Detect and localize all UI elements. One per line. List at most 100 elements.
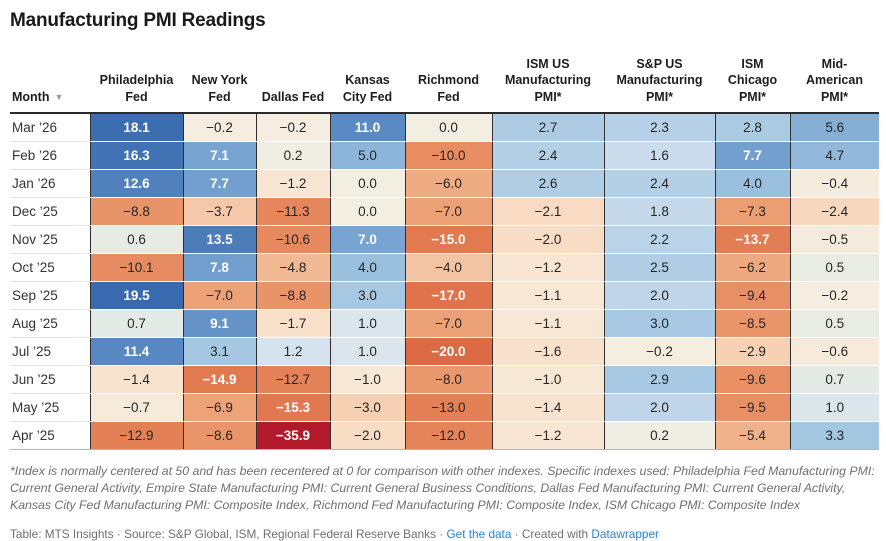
heatmap-cell: 11.4 bbox=[89, 337, 183, 366]
heatmap-cell: −2.0 bbox=[491, 225, 604, 254]
table-row: Dec ’25 −8.8 −3.7 −11.3 0.0 −7.0 −2.1 1.8 −7.3 −2… bbox=[10, 197, 879, 226]
get-the-data-link[interactable]: Get the data bbox=[446, 526, 512, 541]
heatmap-cell: −35.9 bbox=[255, 421, 330, 450]
heatmap-cell: −3.0 bbox=[329, 393, 405, 422]
column-header-month[interactable]: Month ▼ bbox=[10, 42, 90, 113]
heatmap-cell: 2.7 bbox=[491, 112, 604, 142]
heatmap-cell: −1.6 bbox=[491, 337, 604, 366]
heatmap-cell: 7.8 bbox=[182, 253, 256, 282]
heatmap-cell: 1.8 bbox=[603, 197, 715, 226]
heatmap-cell: −7.0 bbox=[182, 281, 256, 310]
month-header-label: Month bbox=[12, 89, 50, 104]
heatmap-cell: −0.4 bbox=[789, 169, 879, 198]
heatmap-cell: −0.6 bbox=[789, 337, 879, 366]
row-label: Jan ’26 bbox=[10, 169, 90, 198]
column-header[interactable]: Philadelphia Fed bbox=[99, 73, 174, 104]
heatmap-cell: −5.4 bbox=[714, 421, 790, 450]
heatmap-cell: 2.5 bbox=[603, 253, 715, 282]
table-row: Oct ’25 −10.1 7.8 −4.8 4.0 −4.0 −1.2 2.5 −6.2 0.5 bbox=[10, 253, 879, 282]
heatmap-cell: 3.0 bbox=[603, 309, 715, 338]
footnote: *Index is normally centered at 50 and ha… bbox=[10, 463, 875, 513]
table-row: May ’25 −0.7 −6.9 −15.3 −3.0 −13.0 −1.4 2.0 −9.5… bbox=[10, 393, 879, 422]
heatmap-cell: −4.8 bbox=[255, 253, 330, 282]
heatmap-cell: −8.8 bbox=[255, 281, 330, 310]
pmi-heatmap-table: Month ▼ Philadelphia Fed New York Fed Dallas… bbox=[10, 42, 879, 450]
heatmap-cell: 16.3 bbox=[89, 141, 183, 170]
heatmap-cell: 2.6 bbox=[491, 169, 604, 198]
heatmap-cell: 1.0 bbox=[329, 309, 405, 338]
heatmap-cell: −0.2 bbox=[603, 337, 715, 366]
row-label: May ’25 bbox=[10, 393, 90, 422]
heatmap-cell: 3.3 bbox=[789, 421, 879, 450]
heatmap-cell: 1.2 bbox=[255, 337, 330, 366]
page-title: Manufacturing PMI Readings bbox=[10, 10, 266, 31]
heatmap-cell: −10.1 bbox=[89, 253, 183, 282]
heatmap-cell: 18.1 bbox=[89, 112, 183, 142]
heatmap-cell: 2.4 bbox=[603, 169, 715, 198]
row-label: Apr ’25 bbox=[10, 421, 90, 450]
heatmap-cell: 2.3 bbox=[603, 112, 715, 142]
heatmap-cell: 12.6 bbox=[89, 169, 183, 198]
heatmap-cell: 3.1 bbox=[182, 337, 256, 366]
heatmap-cell: −7.0 bbox=[404, 309, 492, 338]
table-row: Jul ’25 11.4 3.1 1.2 1.0 −20.0 −1.6 −0.2 −2.9 −0.… bbox=[10, 337, 879, 366]
datawrapper-link[interactable]: Datawrapper bbox=[591, 526, 659, 541]
row-label: Nov ’25 bbox=[10, 225, 90, 254]
column-header[interactable]: New York Fed bbox=[191, 73, 248, 104]
heatmap-cell: 11.0 bbox=[329, 112, 405, 142]
heatmap-cell: 2.2 bbox=[603, 225, 715, 254]
heatmap-cell: 5.0 bbox=[329, 141, 405, 170]
heatmap-cell: 1.0 bbox=[329, 337, 405, 366]
column-header[interactable]: ISM Chicago PMI* bbox=[727, 57, 778, 104]
header-row: Month ▼ Philadelphia Fed New York Fed Dallas… bbox=[10, 42, 879, 113]
row-label: Dec ’25 bbox=[10, 197, 90, 226]
heatmap-cell: 3.0 bbox=[329, 281, 405, 310]
heatmap-cell: −1.2 bbox=[255, 169, 330, 198]
heatmap-cell: −8.8 bbox=[89, 197, 183, 226]
row-label: Jun ’25 bbox=[10, 365, 90, 394]
heatmap-cell: 4.7 bbox=[789, 141, 879, 170]
heatmap-cell: −1.0 bbox=[491, 365, 604, 394]
heatmap-cell: 7.7 bbox=[182, 169, 256, 198]
column-header[interactable]: Dallas Fed bbox=[261, 89, 325, 104]
heatmap-cell: 7.0 bbox=[329, 225, 405, 254]
column-header[interactable]: S&P US Manufacturing PMI* bbox=[616, 57, 703, 104]
column-header[interactable]: Richmond Fed bbox=[417, 73, 480, 104]
heatmap-cell: −2.4 bbox=[789, 197, 879, 226]
heatmap-cell: −1.2 bbox=[491, 253, 604, 282]
heatmap-cell: 4.0 bbox=[714, 169, 790, 198]
heatmap-cell: 5.6 bbox=[789, 112, 879, 142]
heatmap-cell: 0.2 bbox=[603, 421, 715, 450]
heatmap-cell: −0.7 bbox=[89, 393, 183, 422]
heatmap-cell: 2.0 bbox=[603, 393, 715, 422]
heatmap-cell: 0.0 bbox=[329, 197, 405, 226]
heatmap-cell: −9.5 bbox=[714, 393, 790, 422]
heatmap-cell: −1.0 bbox=[329, 365, 405, 394]
heatmap-cell: 2.9 bbox=[603, 365, 715, 394]
heatmap-cell: 0.6 bbox=[89, 225, 183, 254]
heatmap-cell: 0.5 bbox=[789, 253, 879, 282]
column-header[interactable]: ISM US Manufacturing PMI* bbox=[504, 57, 592, 104]
table-row: Mar ’26 18.1 −0.2 −0.2 11.0 0.0 2.7 2.3 2.8 5.6 bbox=[10, 112, 879, 142]
heatmap-cell: −2.0 bbox=[329, 421, 405, 450]
heatmap-cell: −6.9 bbox=[182, 393, 256, 422]
heatmap-cell: −1.1 bbox=[491, 281, 604, 310]
heatmap-cell: −14.9 bbox=[182, 365, 256, 394]
heatmap-cell: 1.6 bbox=[603, 141, 715, 170]
column-header[interactable]: Kansas City Fed bbox=[342, 73, 393, 104]
attribution-prefix: Table: MTS Insights · Source: S&P Global… bbox=[10, 526, 447, 541]
column-header[interactable]: Mid-American PMI* bbox=[806, 57, 863, 104]
row-label: Feb ’26 bbox=[10, 141, 90, 170]
heatmap-cell: −8.0 bbox=[404, 365, 492, 394]
table-row: Apr ’25 −12.9 −8.6 −35.9 −2.0 −12.0 −1.2 0.2 −5.… bbox=[10, 421, 879, 450]
table-row: Feb ’26 16.3 7.1 0.2 5.0 −10.0 2.4 1.6 7.7 4.7 bbox=[10, 141, 879, 170]
heatmap-cell: 0.2 bbox=[255, 141, 330, 170]
heatmap-cell: −12.0 bbox=[404, 421, 492, 450]
heatmap-cell: −6.0 bbox=[404, 169, 492, 198]
attribution: Table: MTS Insights · Source: S&P Global… bbox=[10, 527, 878, 541]
heatmap-cell: −1.2 bbox=[491, 421, 604, 450]
heatmap-cell: −7.0 bbox=[404, 197, 492, 226]
heatmap-cell: −13.0 bbox=[404, 393, 492, 422]
heatmap-cell: −2.1 bbox=[491, 197, 604, 226]
